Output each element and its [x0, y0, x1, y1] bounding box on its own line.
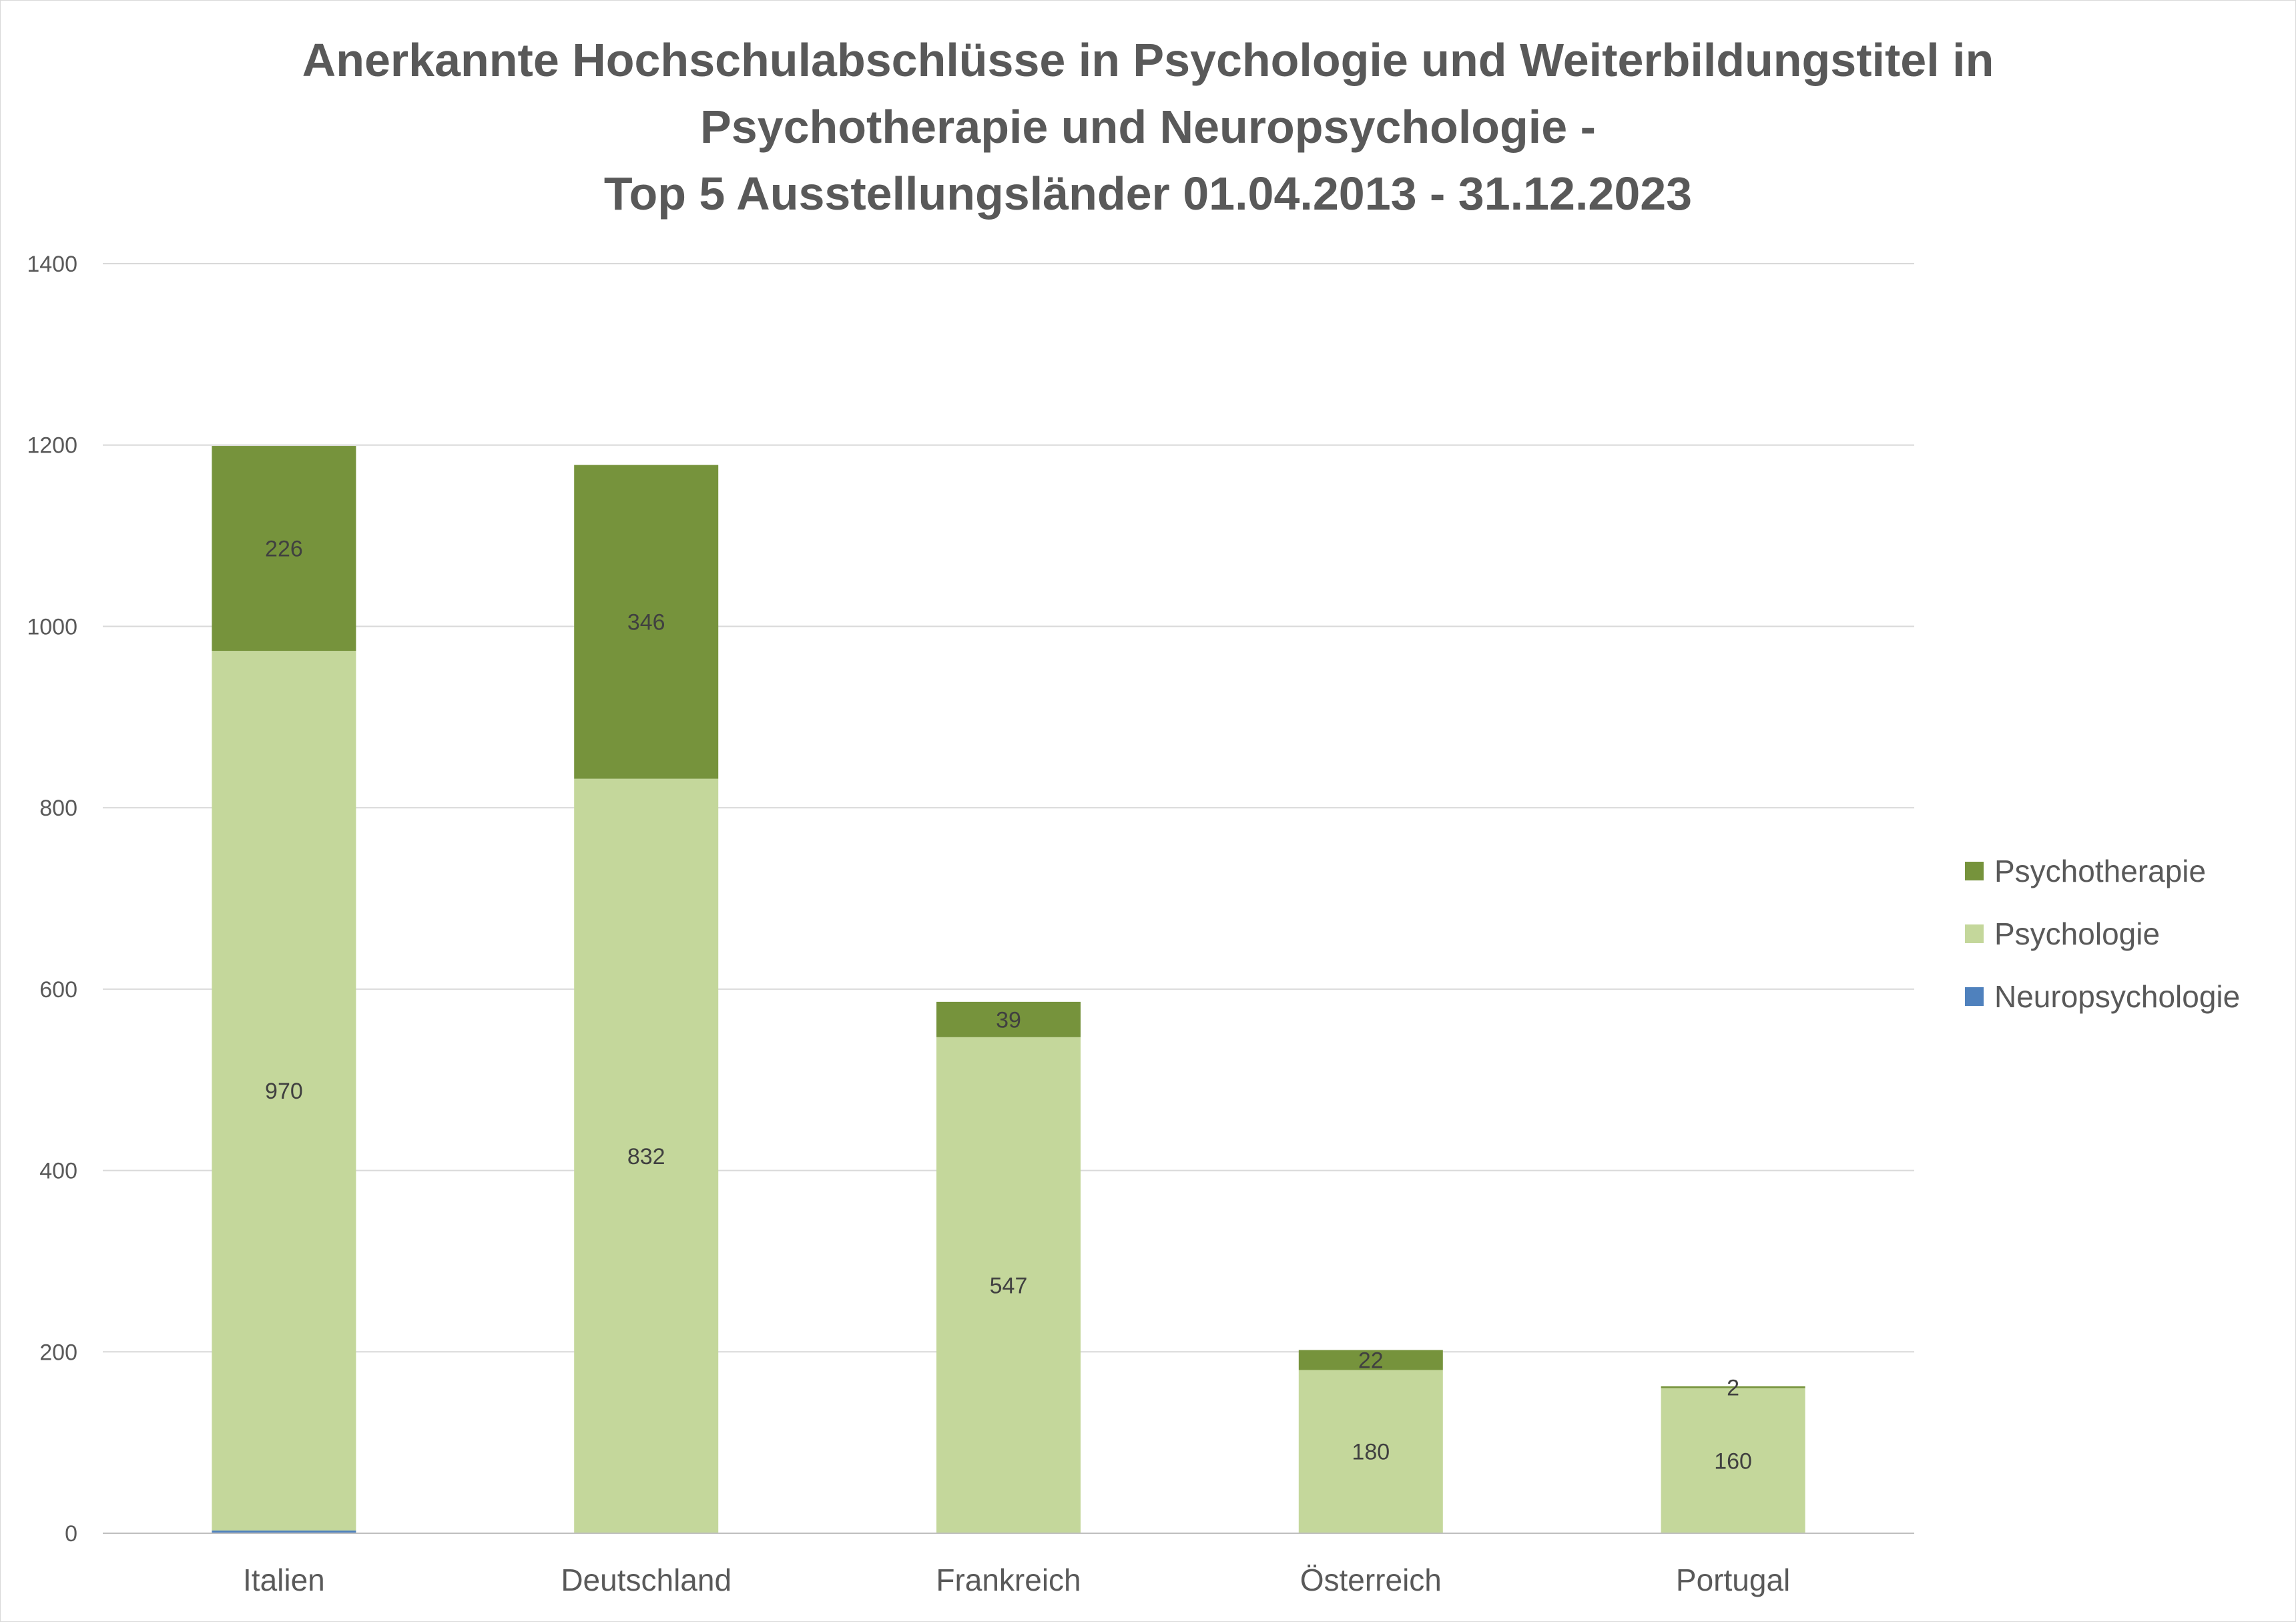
axes: 0 200 400 600 800 1000 1200 1400 Italien Deutschl… [27, 252, 1914, 1597]
legend-item-psychologie: Psychologie [1965, 902, 2240, 965]
x-category-label: Frankreich [936, 1563, 1081, 1597]
data-label-psychotherapie-3: 22 [1358, 1348, 1384, 1374]
data-label-psychologie-4: 160 [1714, 1448, 1752, 1474]
y-tick-label: 0 [65, 1521, 77, 1547]
bar-segment-psychologie-2 [936, 1037, 1081, 1533]
bar-segment-psychologie-0 [212, 651, 356, 1531]
bar-segment-psychotherapie-1 [574, 465, 719, 779]
legend-item-psychotherapie: Psychotherapie [1965, 840, 2240, 902]
bars [212, 446, 1805, 1533]
bar-segment-psychologie-4 [1661, 1388, 1805, 1533]
data-label-psychologie-1: 832 [627, 1144, 665, 1169]
bar-segment-psychotherapie-2 [936, 1001, 1081, 1037]
chart-title-line-3: Top 5 Ausstellungsländer 01.04.2013 - 31… [603, 168, 1693, 220]
bar-segment-neuropsychologie-0 [212, 1530, 356, 1533]
legend-swatch [1965, 862, 1984, 880]
bar-segment-psychologie-1 [574, 778, 719, 1533]
data-label-psychotherapie-4: 2 [1727, 1375, 1739, 1400]
bar-segment-psychotherapie-3 [1298, 1350, 1443, 1370]
bar-segment-psychologie-3 [1298, 1370, 1443, 1533]
data-label-psychotherapie-1: 346 [627, 610, 665, 635]
legend-swatch [1965, 924, 1984, 943]
chart-title-line-2: Psychotherapie und Neuropsychologie - [700, 101, 1596, 153]
data-label-psychotherapie-2: 39 [996, 1007, 1021, 1033]
legend: Psychotherapie Psychologie Neuropsychologi… [1965, 840, 2240, 1028]
data-label-psychologie-0: 970 [265, 1079, 303, 1104]
legend-item-neuropsychologie: Neuropsychologie [1965, 965, 2240, 1028]
x-category-label: Portugal [1676, 1563, 1790, 1597]
y-tick-label: 400 [39, 1159, 77, 1184]
data-label-psychologie-2: 547 [990, 1273, 1028, 1298]
chart-title-line-1: Anerkannte Hochschulabschlüsse in Psycho… [302, 34, 1994, 86]
legend-label: Psychotherapie [1994, 854, 2207, 888]
bar-segment-psychotherapie-0 [212, 446, 356, 651]
x-category-label: Deutschland [561, 1563, 732, 1597]
data-label-psychotherapie-0: 226 [265, 537, 303, 562]
y-tick-label: 1400 [27, 252, 77, 277]
y-tick-label: 1000 [27, 614, 77, 639]
x-category-label: Österreich [1300, 1563, 1442, 1597]
y-tick-label: 200 [39, 1340, 77, 1365]
chart-title: Anerkannte Hochschulabschlüsse in Psycho… [0, 27, 2296, 227]
bar-segment-psychotherapie-4 [1661, 1386, 1805, 1388]
data-label-psychologie-3: 180 [1352, 1440, 1390, 1465]
legend-swatch [1965, 987, 1984, 1006]
legend-label: Neuropsychologie [1994, 979, 2241, 1014]
y-tick-label: 600 [39, 977, 77, 1003]
x-category-label: Italien [243, 1563, 325, 1597]
data-labels: 970 226 832 346 547 39 180 22 160 2 [265, 537, 1752, 1474]
y-tick-label: 800 [39, 796, 77, 821]
legend-label: Psychologie [1994, 916, 2161, 951]
y-tick-label: 1200 [27, 433, 77, 459]
